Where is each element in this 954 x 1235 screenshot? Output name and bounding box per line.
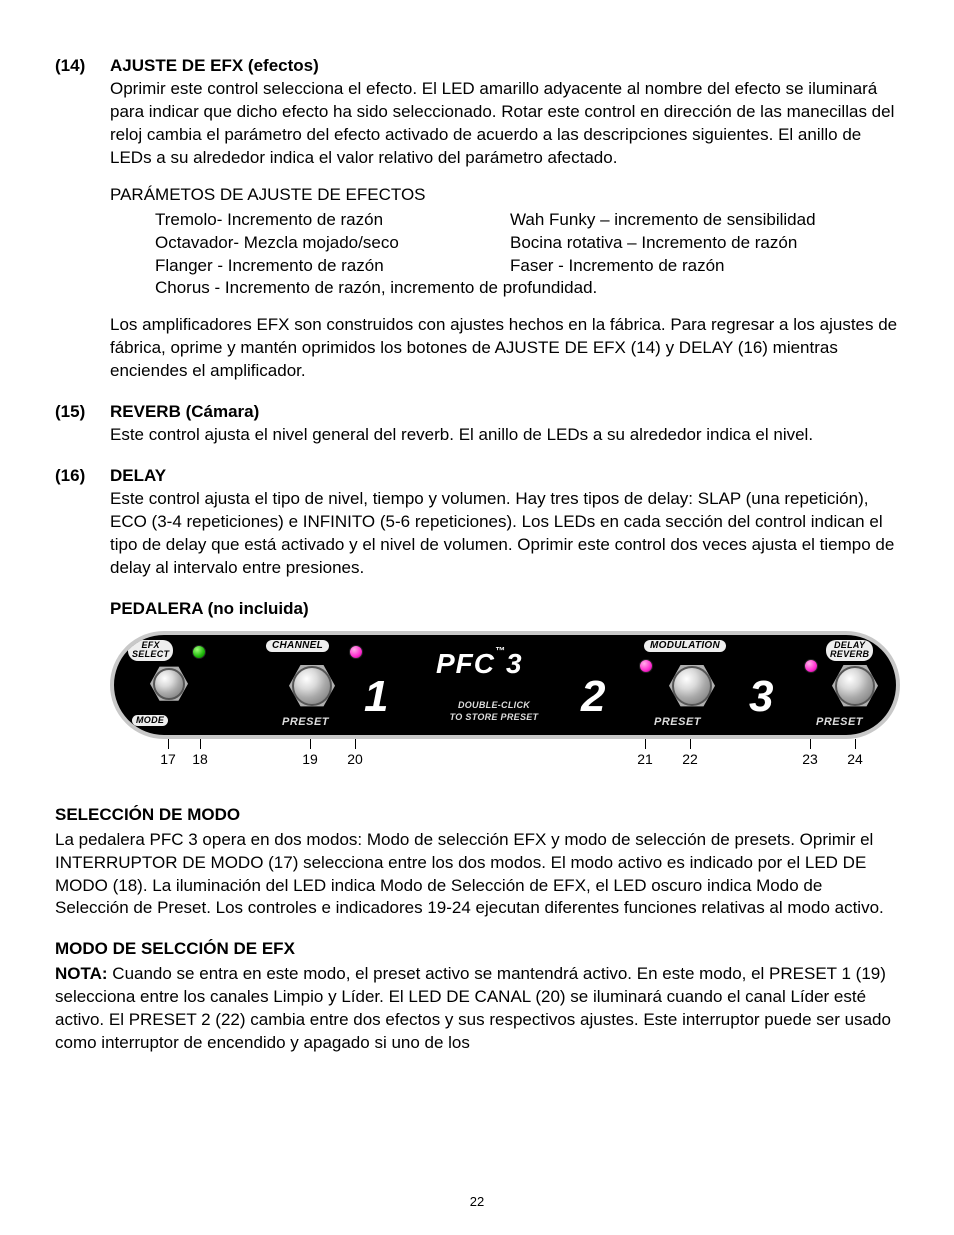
tick [310, 739, 311, 749]
delay-led-icon [804, 659, 818, 673]
tick [690, 739, 691, 749]
preset3-label: PRESET [816, 715, 863, 730]
efx-select-label: EFX SELECT [128, 640, 173, 661]
sec14-title: AJUSTE DE EFX (efectos) [110, 55, 319, 78]
param-l: Tremolo- Incremento de razón [155, 209, 510, 232]
tick-label: 19 [302, 750, 318, 769]
tick-label: 23 [802, 750, 818, 769]
sec16-body: Este control ajusta el tipo de nivel, ti… [110, 488, 899, 580]
sec14-body: Oprimir este control selecciona el efect… [110, 78, 899, 170]
sec15-body: Este control ajusta el nivel general del… [110, 424, 899, 447]
channel-led-icon [349, 645, 363, 659]
params-block: Tremolo- Incremento de razónWah Funky – … [155, 209, 899, 301]
tick [168, 739, 169, 749]
param-l: Flanger - Incremento de razón [155, 255, 510, 278]
section-16: (16) DELAY Este control ajusta el tipo d… [55, 465, 899, 580]
pedalboard-graphic: EFX SELECT MODE CHANNEL PRESET 1 PFC™3 D… [110, 631, 900, 766]
sec14-body2: Los amplificadores EFX son construidos c… [110, 314, 899, 383]
param-last: Chorus - Incremento de razón, incremento… [155, 277, 899, 300]
tick-label: 22 [682, 750, 698, 769]
preset2-button[interactable] [672, 666, 712, 706]
mode-button[interactable] [153, 668, 185, 700]
modulation-led-icon [639, 659, 653, 673]
preset1-button[interactable] [292, 666, 332, 706]
page-number: 22 [0, 1193, 954, 1211]
nota-label: NOTA: [55, 964, 108, 983]
pedal-pill: EFX SELECT MODE CHANNEL PRESET 1 PFC™3 D… [110, 631, 900, 739]
tick [645, 739, 646, 749]
param-r: Wah Funky – incremento de sensibilidad [510, 209, 816, 232]
param-l: Octavador- Mezcla mojado/seco [155, 232, 510, 255]
efxmode-text: Cuando se entra en este modo, el preset … [55, 964, 891, 1052]
section-15: (15) REVERB (Cámara) Este control ajusta… [55, 401, 899, 447]
sec14-params-title: PARÁMETOS DE AJUSTE DE EFECTOS [110, 184, 899, 207]
pedal-section: PEDALERA (no incluida) EFX SELECT MODE C… [110, 598, 900, 766]
tick-label: 20 [347, 750, 363, 769]
mode-led-icon [192, 645, 206, 659]
param-r: Bocina rotativa – Incremento de razón [510, 232, 797, 255]
tick-row: 17 18 19 20 21 22 23 24 [110, 739, 900, 766]
num2-icon: 2 [581, 667, 605, 726]
modulation-label: MODULATION [644, 640, 726, 653]
delay-reverb-label: DELAY REVERB [826, 640, 873, 661]
section-modo: SELECCIÓN DE MODO La pedalera PFC 3 oper… [55, 804, 899, 921]
efxmode-title: MODO DE SELCCIÓN DE EFX [55, 938, 899, 961]
tick [355, 739, 356, 749]
brand-text: PFC™3 [436, 645, 523, 683]
section-efxmode: MODO DE SELCCIÓN DE EFX NOTA: Cuando se … [55, 938, 899, 1055]
sec16-num: (16) [55, 465, 110, 488]
preset3-button[interactable] [835, 666, 875, 706]
mode-label: MODE [132, 715, 168, 726]
modo-title: SELECCIÓN DE MODO [55, 804, 899, 827]
subline2: TO STORE PRESET [434, 713, 554, 723]
modo-body: La pedalera PFC 3 opera en dos modos: Mo… [55, 829, 899, 921]
efxmode-body: NOTA: Cuando se entra en este modo, el p… [55, 963, 899, 1055]
tick [810, 739, 811, 749]
subline1: DOUBLE-CLICK [434, 701, 554, 711]
sec15-title: REVERB (Cámara) [110, 401, 259, 424]
tick [200, 739, 201, 749]
tick-label: 17 [160, 750, 176, 769]
preset1-label: PRESET [282, 715, 329, 730]
channel-label: CHANNEL [266, 640, 329, 653]
sec15-num: (15) [55, 401, 110, 424]
section-14: (14) AJUSTE DE EFX (efectos) Oprimir est… [55, 55, 899, 383]
num3-icon: 3 [749, 667, 773, 726]
tick-label: 18 [192, 750, 208, 769]
tick-label: 24 [847, 750, 863, 769]
param-r: Faser - Incremento de razón [510, 255, 724, 278]
tick-label: 21 [637, 750, 653, 769]
sec16-title: DELAY [110, 465, 166, 488]
sec14-num: (14) [55, 55, 110, 78]
pedal-title: PEDALERA (no incluida) [110, 598, 900, 621]
preset2-label: PRESET [654, 715, 701, 730]
tick [855, 739, 856, 749]
num1-icon: 1 [364, 667, 388, 726]
